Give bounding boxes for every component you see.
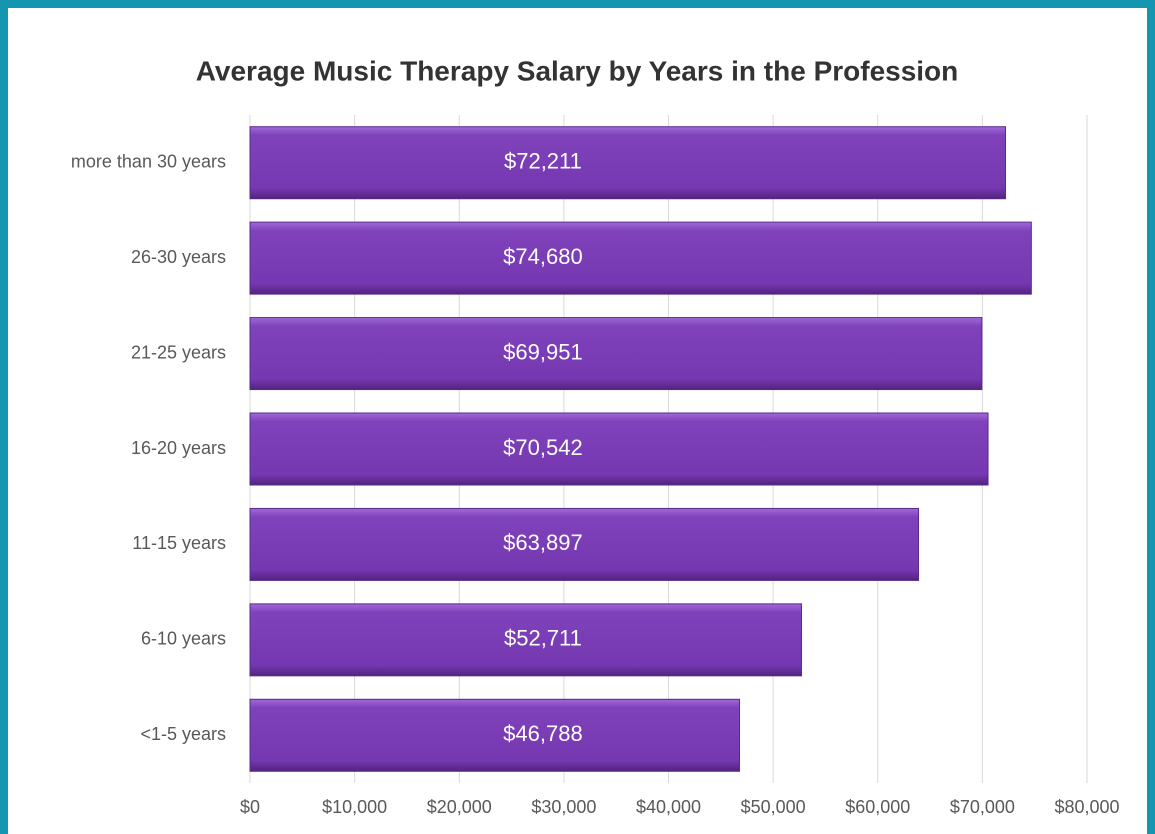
x-tick-label: $40,000 [636, 797, 701, 817]
x-tick-label: $60,000 [845, 797, 910, 817]
y-tick-label: 16-20 years [131, 438, 226, 458]
x-tick-label: $10,000 [322, 797, 387, 817]
y-tick-label: 26-30 years [131, 247, 226, 267]
bar [249, 412, 989, 486]
bar [249, 221, 1032, 295]
y-tick-label: 6-10 years [141, 629, 226, 649]
x-tick-label: $20,000 [427, 797, 492, 817]
x-tick-label: $70,000 [950, 797, 1015, 817]
x-tick-label: $80,000 [1054, 797, 1119, 817]
value-label: $69,951 [503, 339, 583, 364]
x-tick-label: $50,000 [741, 797, 806, 817]
y-tick-label: <1-5 years [140, 724, 226, 744]
bar [249, 603, 802, 677]
y-tick-label: 21-25 years [131, 342, 226, 362]
value-label: $72,211 [504, 149, 582, 174]
chart-title: Average Music Therapy Salary by Years in… [196, 55, 959, 86]
value-label: $74,680 [503, 244, 583, 269]
y-tick-label: more than 30 years [71, 151, 226, 171]
value-label: $63,897 [503, 530, 583, 555]
bar [249, 126, 1007, 200]
value-label: $70,542 [503, 435, 583, 460]
y-tick-label: 11-15 years [132, 533, 226, 553]
value-label: $46,788 [503, 721, 583, 746]
bar [249, 507, 920, 581]
bar [249, 317, 983, 391]
x-tick-label: $0 [240, 797, 260, 817]
bar [249, 698, 741, 772]
x-tick-label: $30,000 [531, 797, 596, 817]
value-label: $52,711 [504, 626, 582, 651]
